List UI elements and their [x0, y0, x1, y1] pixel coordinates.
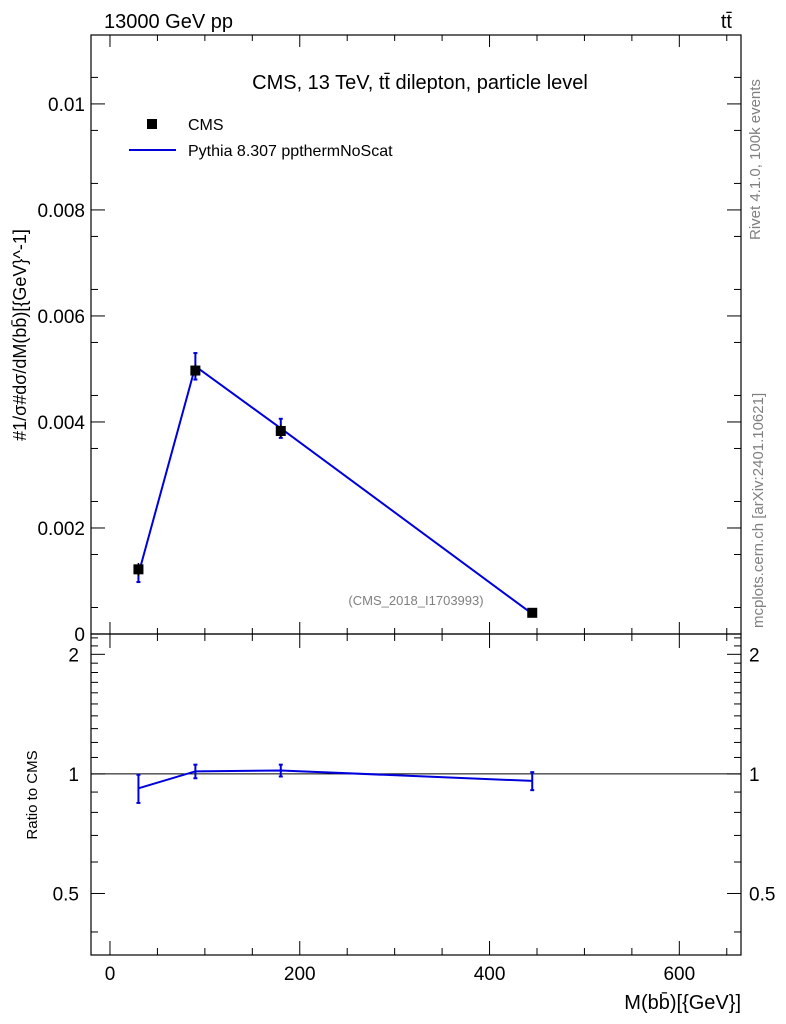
cms-data-point: [190, 365, 201, 376]
ratio-pythia-line: [138, 769, 533, 790]
y-tick-label: 0.01: [48, 95, 85, 116]
main-plot-ticks: 0 0.002 0.004 0.006 0.008 0.01: [37, 35, 741, 646]
x-tick-label: 0: [105, 964, 116, 985]
ratio-y-tick-label-right: 2: [749, 645, 760, 666]
main-plot-marks: [133, 352, 538, 618]
energy-label: 13000 GeV pp: [104, 11, 233, 33]
legend: CMS Pythia 8.307 ppthermNoScat: [129, 117, 393, 160]
ratio-y-tick-label-left: 2: [68, 645, 79, 666]
y-tick-label: 0: [74, 625, 85, 646]
y-tick-label: 0.004: [37, 413, 85, 434]
cms-data-point: [527, 607, 538, 618]
ratio-y-tick-label-left: 0.5: [53, 884, 79, 905]
legend-cms-label: CMS: [188, 117, 224, 134]
main-plot-title: CMS, 13 TeV, tt̄ dilepton, particle leve…: [252, 72, 588, 94]
y-tick-label: 0.002: [37, 519, 85, 540]
x-tick-label: 600: [663, 964, 695, 985]
x-tick-label: 400: [474, 964, 506, 985]
main-y-axis-label: #1/σ#dσ/dM(bb̄)[{GeV}^-1]: [10, 229, 30, 441]
legend-cms-marker: [147, 119, 157, 129]
ratio-y-tick-label-left: 1: [68, 765, 79, 786]
analysis-label: (CMS_2018_I1703993): [348, 593, 483, 608]
ratio-y-tick-label-right: 1: [749, 765, 760, 786]
process-label: tt̄: [721, 11, 733, 33]
y-tick-label: 0.006: [37, 307, 85, 328]
ratio-plot-axes: [90, 633, 742, 956]
y-tick-label: 0.008: [37, 201, 85, 222]
x-axis-label: M(bb̄)[{GeV}]: [624, 991, 741, 1014]
cms-data-point: [275, 425, 286, 436]
pythia-line: [137, 364, 533, 615]
cms-data-point: [133, 564, 144, 575]
ratio-plot-ticks: 0.5 0.5 1 1 2 2 0 200 400 600: [53, 634, 775, 985]
x-tick-label: 200: [284, 964, 316, 985]
rivet-version-label: Rivet 4.1.0, 100k events: [747, 79, 764, 240]
legend-pythia-label: Pythia 8.307 ppthermNoScat: [188, 143, 393, 160]
ratio-y-axis-label: Ratio to CMS: [24, 750, 41, 839]
ratio-plot-frame: [90, 633, 742, 956]
mcplots-label: mcplots.cern.ch [arXiv:2401.10621]: [750, 393, 767, 628]
ratio-y-tick-label-right: 0.5: [749, 884, 775, 905]
ratio-plot-marks: [91, 763, 741, 804]
